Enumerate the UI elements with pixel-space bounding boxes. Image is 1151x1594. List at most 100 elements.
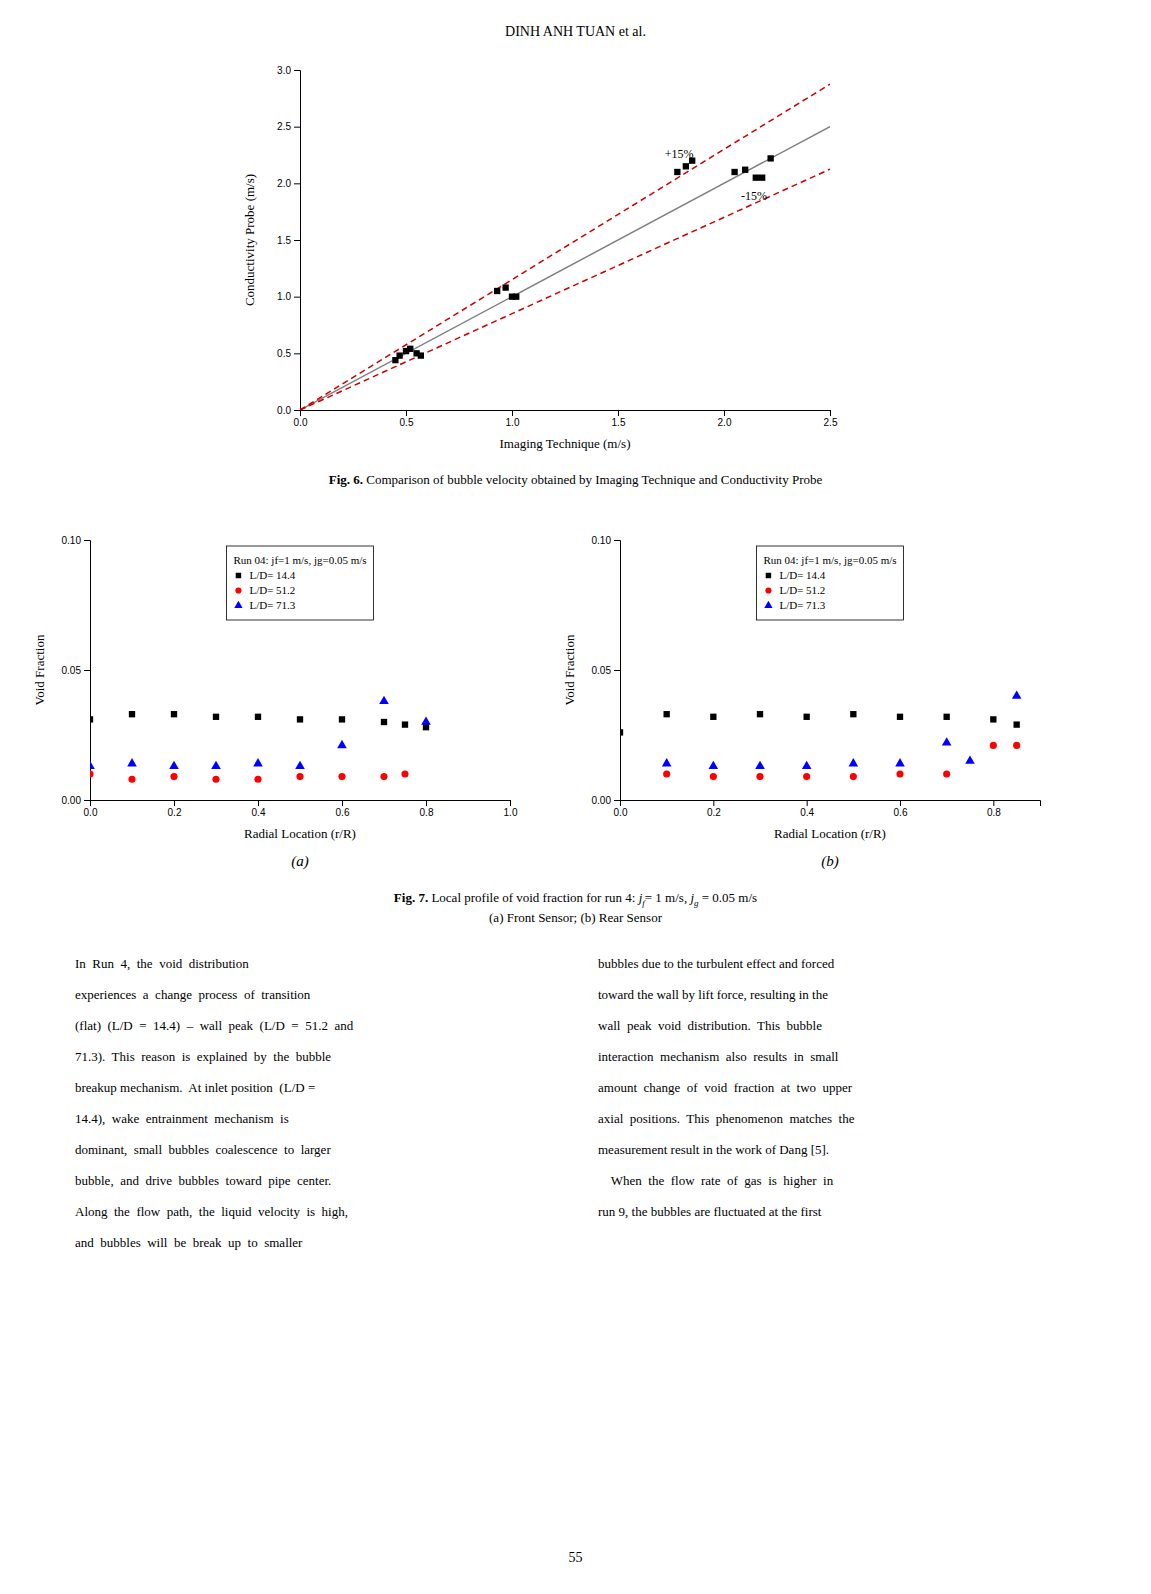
- scatter-series: [90, 711, 429, 730]
- scatter-point: [804, 714, 810, 720]
- scatter-point: [90, 716, 93, 722]
- scatter-point: [849, 758, 859, 766]
- body-line: bubble, and drive bubbles toward pipe ce…: [75, 1173, 331, 1188]
- scatter-point: [380, 773, 387, 780]
- y-axis-title: Void Fraction: [562, 634, 577, 705]
- scatter-point: [850, 711, 856, 717]
- y-axis-title: Void Fraction: [32, 634, 47, 705]
- scatter-point: [213, 714, 219, 720]
- y-axis-tick-mark: [294, 240, 300, 241]
- page: DINH ANH TUAN et al.0.00.51.01.52.02.50.…: [0, 0, 1151, 1594]
- legend-entry: L/D= 51.2: [779, 584, 825, 596]
- x-axis-tick: 0.0: [84, 800, 98, 818]
- y-axis-tick: 0.0: [277, 405, 300, 416]
- body-line: axial positions. This phenomenon matches…: [598, 1111, 855, 1126]
- legend-marker: [236, 573, 241, 578]
- scatter-series: [620, 711, 1020, 736]
- scatter-point: [662, 758, 672, 766]
- x-axis-tick-label: 0.4: [800, 807, 814, 818]
- x-axis-tick: 1.5: [612, 410, 626, 428]
- x-axis-line: [301, 411, 831, 417]
- scatter-point: [990, 742, 997, 749]
- scatter-point: [896, 770, 903, 777]
- reference-line: [300, 84, 830, 410]
- y-axis-tick-mark: [294, 70, 300, 71]
- y-axis-tick: 0.05: [62, 665, 90, 676]
- x-axis-tick-label: 0.2: [707, 807, 721, 818]
- x-axis-tick-mark: [510, 800, 511, 806]
- x-axis-tick-mark: [713, 800, 714, 806]
- x-axis-tick: 0.2: [168, 800, 182, 818]
- y-axis-tick-label: 1.0: [277, 291, 291, 302]
- scatter-point: [965, 755, 975, 763]
- x-axis-tick: 0.4: [800, 800, 814, 818]
- chart: 0.00.20.40.60.81.00.000.050.10Radial Loc…: [32, 535, 518, 870]
- x-axis-tick-label: 2.0: [718, 417, 732, 428]
- page-svg: DINH ANH TUAN et al.0.00.51.01.52.02.50.…: [0, 0, 1151, 1594]
- y-axis-tick-label: 2.5: [277, 121, 291, 132]
- scatter-point: [297, 716, 303, 722]
- chart: 0.00.51.01.52.02.50.00.51.01.52.02.53.0I…: [242, 65, 838, 451]
- scatter-point: [421, 716, 431, 724]
- body-line: Along the flow path, the liquid velocity…: [75, 1204, 348, 1219]
- caption-part: = 1 m/s,: [645, 890, 691, 905]
- scatter-point: [942, 737, 952, 745]
- scatter-point: [90, 761, 95, 769]
- x-axis-tick-mark: [406, 410, 407, 416]
- x-axis-tick-label: 0.5: [400, 417, 414, 428]
- scatter-point: [1014, 721, 1020, 727]
- x-axis-tick-mark: [174, 800, 175, 806]
- legend: Run 04: jf=1 m/s, jg=0.05 m/sL/D= 14.4L/…: [756, 546, 903, 620]
- legend-marker: [235, 587, 241, 593]
- x-axis-tick-label: 1.5: [612, 417, 626, 428]
- y-axis-line: [84, 541, 91, 801]
- legend-title: Run 04: jf=1 m/s, jg=0.05 m/s: [233, 554, 366, 566]
- legend-marker: [766, 573, 771, 578]
- page-number: 55: [569, 1550, 583, 1565]
- scatter-point: [211, 761, 221, 769]
- body-line: breakup mechanism. At inlet position (L/…: [75, 1080, 315, 1095]
- body-line: toward the wall by lift force, resulting…: [598, 987, 828, 1002]
- y-axis-title: Conductivity Probe (m/s): [242, 174, 257, 306]
- legend-box: [226, 546, 373, 620]
- y-axis-tick-mark: [84, 800, 90, 801]
- y-axis: 0.000.050.10: [592, 535, 621, 806]
- scatter-series: [662, 690, 1022, 769]
- y-axis-tick-label: 0.10: [62, 535, 82, 546]
- scatter-series: [392, 155, 774, 363]
- scatter-point: [253, 758, 263, 766]
- scatter-point: [129, 711, 135, 717]
- y-axis-tick: 1.0: [277, 291, 300, 302]
- legend-marker: [765, 587, 771, 593]
- scatter-point: [418, 352, 424, 358]
- x-axis-tick-mark: [426, 800, 427, 806]
- x-axis-tick-label: 0.6: [336, 807, 350, 818]
- body-line: 71.3). This reason is explained by the b…: [75, 1049, 331, 1064]
- scatter-point: [757, 711, 763, 717]
- scatter-point: [990, 716, 996, 722]
- x-axis-tick: 0.5: [400, 410, 414, 428]
- scatter-point: [337, 740, 347, 748]
- scatter-point: [296, 773, 303, 780]
- y-axis-tick-label: 2.0: [277, 178, 291, 189]
- scatter-point: [170, 773, 177, 780]
- reference-line: [300, 169, 830, 410]
- body-line: run 9, the bubbles are fluctuated at the…: [598, 1204, 822, 1219]
- body-line: dominant, small bubbles coalescence to l…: [75, 1142, 331, 1157]
- caption-part: Local profile of void fraction for run 4…: [428, 890, 638, 905]
- scatter-point: [802, 761, 812, 769]
- caption-part: Fig. 6.: [329, 472, 363, 487]
- x-axis-title: Imaging Technique (m/s): [500, 436, 631, 451]
- x-axis: 0.00.20.40.60.8: [614, 800, 1041, 818]
- legend-box: [756, 546, 903, 620]
- scatter-point: [1013, 742, 1020, 749]
- scatter-point: [254, 776, 261, 783]
- y-axis-tick-label: 1.5: [277, 235, 291, 246]
- y-axis-tick-mark: [294, 297, 300, 298]
- x-axis-line: [91, 801, 511, 807]
- y-axis-tick-label: 0.00: [592, 795, 612, 806]
- y-axis-tick: 0.5: [277, 348, 300, 359]
- x-axis-tick-label: 0.0: [294, 417, 308, 428]
- x-axis-tick-label: 0.4: [252, 807, 266, 818]
- body-line: and bubbles will be break up to smaller: [75, 1235, 303, 1250]
